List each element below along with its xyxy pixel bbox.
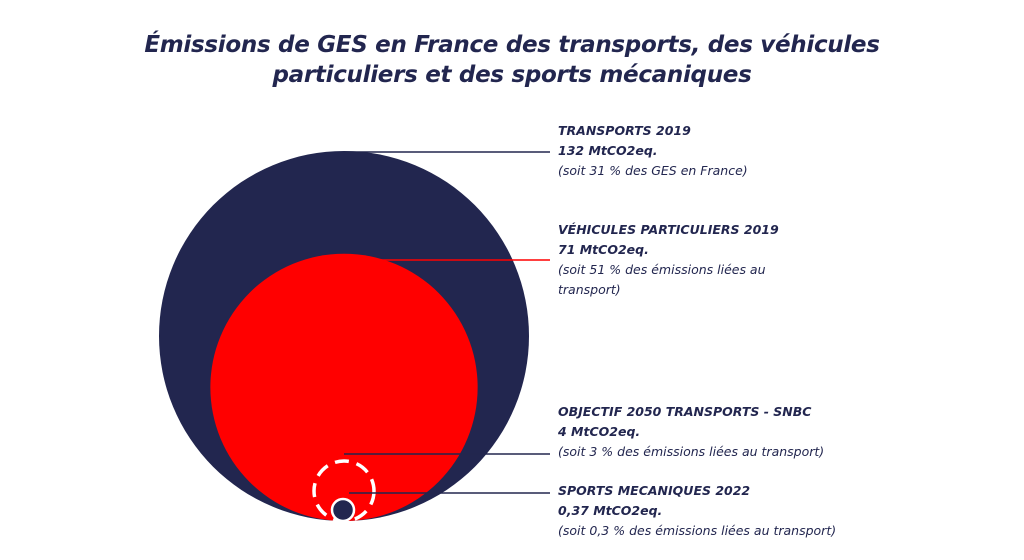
label-sports-name: SPORTS MECANIQUES 2022 — [558, 483, 750, 498]
chart-title: Émissions de GES en France des transport… — [0, 30, 1024, 90]
label-transports-note: (soit 31 % des GES en France) — [558, 163, 748, 178]
label-sports-value: 0,37 MtCO2eq. — [558, 503, 662, 518]
label-transports-value: 132 MtCO2eq. — [558, 143, 658, 158]
label-sports-note: (soit 0,3 % des émissions liées au trans… — [558, 523, 836, 538]
label-vehicules-note: transport) — [558, 282, 621, 297]
label-transports-name: TRANSPORTS 2019 — [558, 123, 691, 138]
label-objectif-value: 4 MtCO2eq. — [557, 424, 640, 439]
circle-sports — [330, 497, 356, 523]
label-vehicules-value: 71 MtCO2eq. — [558, 242, 649, 257]
chart-title-line-2: particuliers et des sports mécaniques — [272, 62, 752, 88]
label-objectif-note: (soit 3 % des émissions liées au transpo… — [558, 444, 824, 459]
label-vehicules-note: (soit 51 % des émissions liées au — [558, 262, 766, 277]
circle-vehicules — [210, 253, 478, 522]
label-vehicules-name: VÉHICULES PARTICULIERS 2019 — [558, 222, 779, 237]
label-objectif-name: OBJECTIF 2050 TRANSPORTS - SNBC — [558, 404, 812, 419]
chart-title-line-1: Émissions de GES en France des transport… — [144, 32, 880, 58]
